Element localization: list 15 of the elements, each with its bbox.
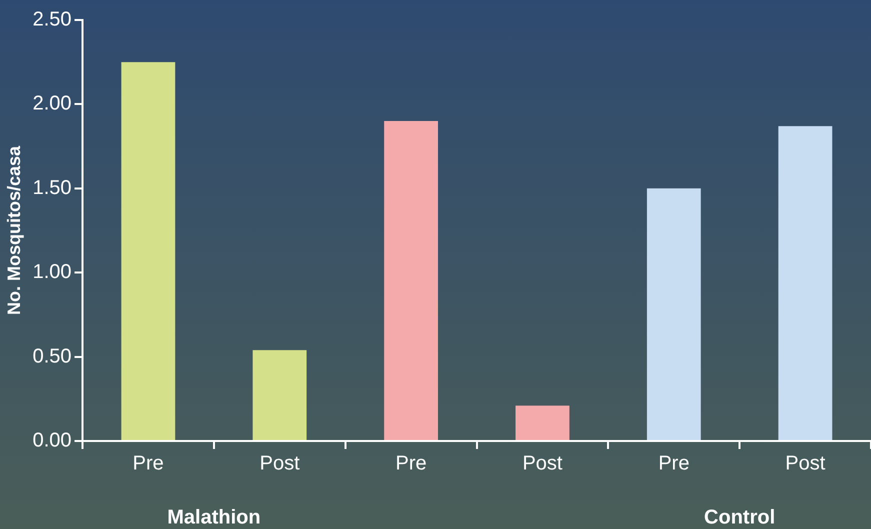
y-tick-label: 0.50 xyxy=(32,345,72,368)
text: Control xyxy=(704,506,776,529)
y-tick-label: 1.00 xyxy=(32,261,72,284)
y-tick-label: 2.00 xyxy=(32,92,72,115)
x-tick-label: Post xyxy=(522,452,563,475)
text: Malathion xyxy=(167,506,261,529)
y-tick-label: 1.50 xyxy=(32,176,72,199)
x-tick-label: Pre xyxy=(395,452,427,475)
y-tick-label: 0.00 xyxy=(32,430,72,452)
x-tick-label: Pre xyxy=(658,452,690,475)
x-tick-label: Pre xyxy=(132,452,164,475)
y-axis-title: No. Mosquitos/casa xyxy=(4,144,24,316)
x-tick-label: Post xyxy=(260,452,300,475)
x-tick-label: Post xyxy=(785,452,826,475)
y-tick-label: 2.50 xyxy=(32,8,72,31)
